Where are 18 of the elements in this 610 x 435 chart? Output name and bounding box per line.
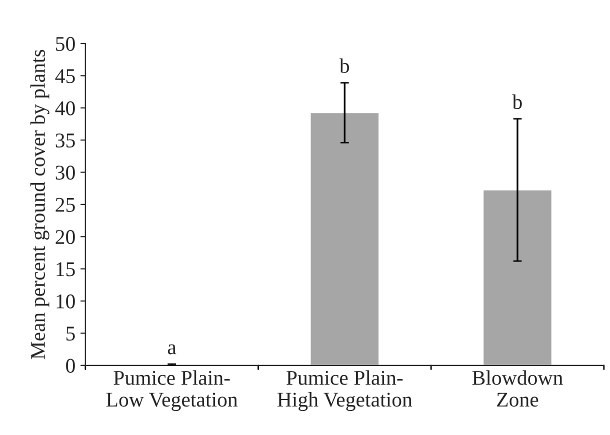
- y-tick-label: 10: [56, 294, 75, 308]
- y-tick-label: 0: [66, 358, 75, 373]
- y-axis-title: Mean percent ground cover by plants: [30, 50, 50, 360]
- y-tick-label: 30: [56, 166, 75, 180]
- annotation: a: [168, 344, 176, 354]
- y-tick-label: 35: [56, 134, 75, 148]
- y-tick-label: 40: [55, 101, 75, 116]
- x-tick-label: Pumice Plain- Low Vegetation: [106, 370, 238, 411]
- y-tick-label: 45: [55, 69, 75, 84]
- y-tick-label: 20: [56, 230, 75, 244]
- x-tick-label: Blowdown Zone: [472, 370, 563, 407]
- y-tick-label: 25: [56, 198, 75, 212]
- annotation: b: [339, 58, 350, 73]
- x-tick-label: Pumice Plain- High Vegetation: [277, 370, 412, 411]
- annotation: b: [512, 94, 522, 110]
- y-tick-label: 50: [56, 36, 75, 51]
- y-tick-label: 15: [56, 262, 75, 276]
- y-tick-label: 5: [66, 326, 75, 341]
